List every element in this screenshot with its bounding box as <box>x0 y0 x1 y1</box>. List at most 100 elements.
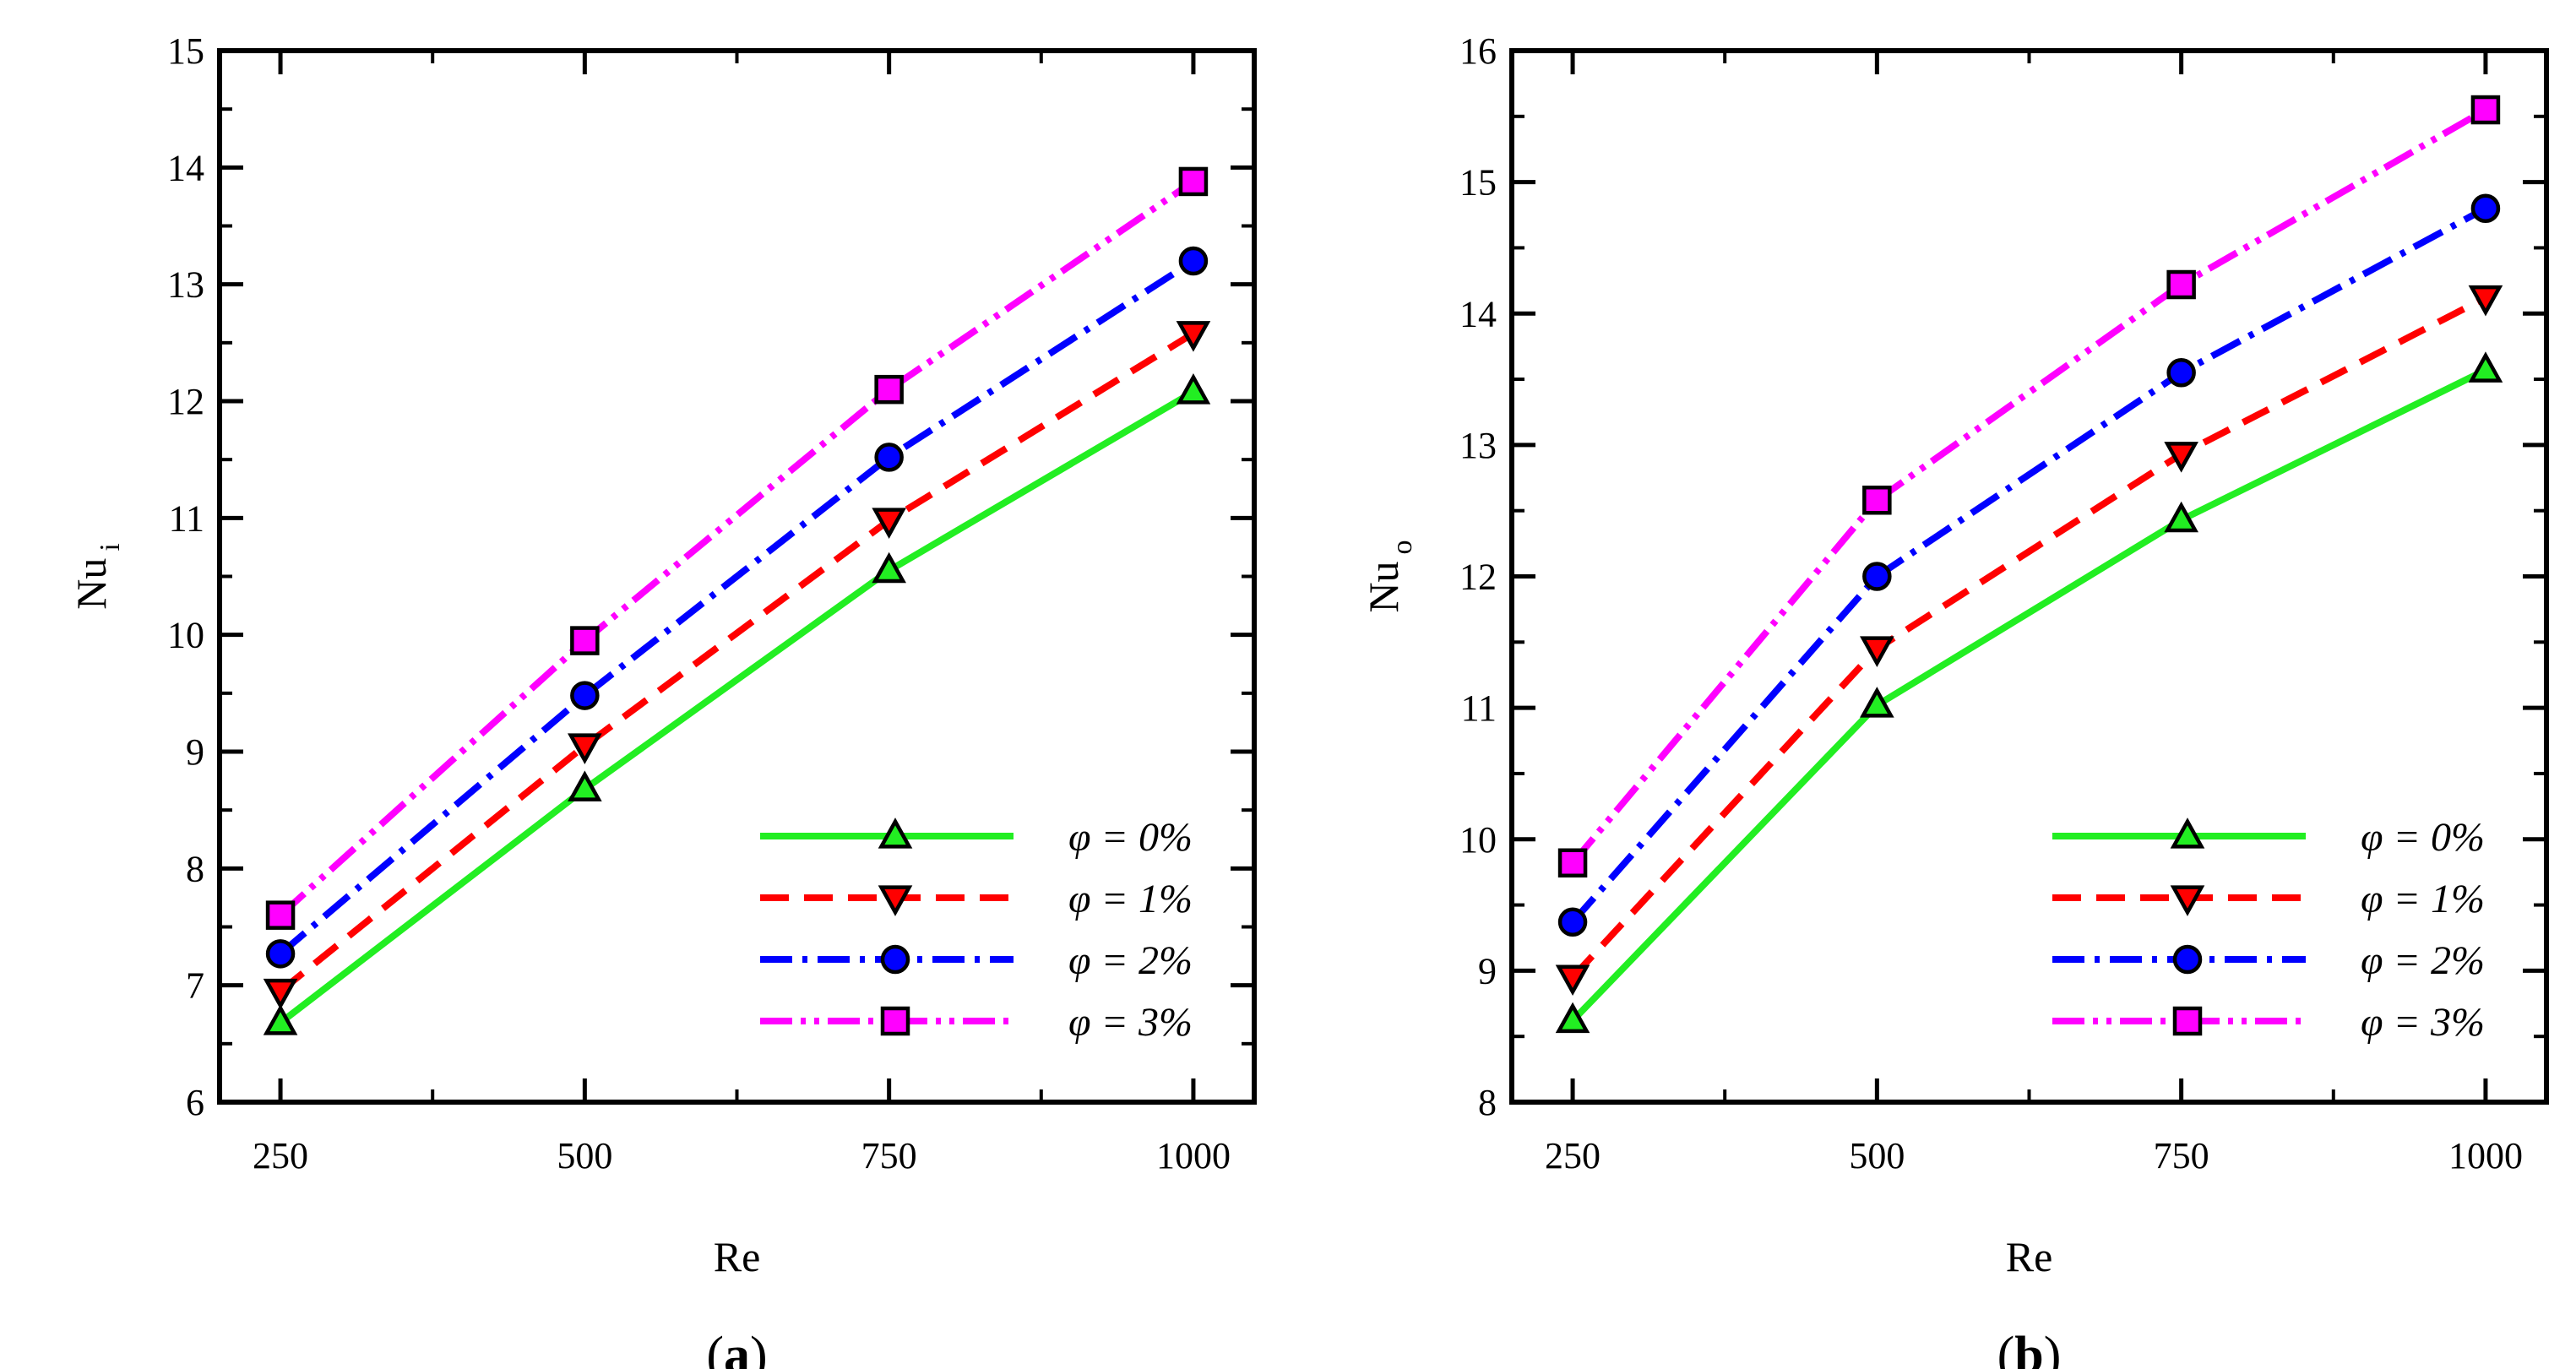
series-line <box>278 258 1196 957</box>
series-1 <box>1555 285 2503 997</box>
y-axis-label-subscript: o <box>1387 540 1418 554</box>
legend-label: φ = 2% <box>2361 938 2485 983</box>
data-point <box>1555 1002 1590 1034</box>
data-point <box>1176 373 1211 405</box>
y-tick-label: 15 <box>167 30 204 72</box>
y-tick-label: 15 <box>1459 162 1497 204</box>
data-point <box>1862 485 1892 515</box>
legend-marker <box>2170 818 2205 849</box>
y-tick-label: 9 <box>186 731 204 773</box>
y-tick-label: 8 <box>1478 1082 1497 1123</box>
data-point <box>1557 848 1588 878</box>
data-point <box>1176 321 1211 352</box>
panel-label-close: ) <box>2044 1327 2062 1369</box>
legend-label: φ = 0% <box>1068 815 1193 860</box>
y-tick-label: 7 <box>186 965 204 1007</box>
legend-marker <box>2172 944 2203 975</box>
legend-label: φ = 2% <box>1068 938 1193 983</box>
y-tick-label: 14 <box>1459 293 1497 334</box>
legend-marker <box>878 818 913 849</box>
panel-label-open: ( <box>706 1327 724 1369</box>
legend-label: φ = 3% <box>1068 1000 1193 1045</box>
y-tick-label: 12 <box>167 381 204 422</box>
y-tick-label: 10 <box>1459 819 1497 861</box>
x-tick-label: 750 <box>2154 1135 2209 1176</box>
legend-label: φ = 0% <box>2361 815 2485 860</box>
legend-marker <box>880 1006 910 1036</box>
y-tick-label: 12 <box>1459 557 1497 598</box>
panel-label-letter: b <box>2014 1327 2043 1369</box>
legend-label: φ = 1% <box>2361 877 2485 921</box>
data-point <box>2166 358 2196 388</box>
legend-marker <box>880 944 910 975</box>
x-axis-label: Re <box>714 1233 761 1280</box>
series-line <box>1570 367 2487 1024</box>
x-tick-label: 1000 <box>2448 1135 2523 1176</box>
data-point <box>2468 285 2503 317</box>
series-line <box>1569 106 2487 866</box>
y-tick-label: 6 <box>186 1082 204 1123</box>
y-axis-label-main: Nu <box>1360 561 1407 612</box>
legend-label: φ = 3% <box>2361 1000 2485 1045</box>
y-tick-label: 8 <box>186 848 204 889</box>
legend-marker <box>878 885 913 916</box>
series-0 <box>1555 351 2503 1034</box>
y-tick-label: 14 <box>167 147 204 188</box>
y-tick-label: 10 <box>167 615 204 656</box>
panel-label-close: ) <box>750 1327 768 1369</box>
x-tick-label: 1000 <box>1156 1135 1231 1176</box>
data-point <box>872 508 906 539</box>
data-point <box>2164 501 2198 533</box>
series-1 <box>263 321 1211 1010</box>
panel-label: (a) <box>706 1327 767 1369</box>
data-point <box>265 900 296 930</box>
x-axis-label: Re <box>2006 1233 2053 1280</box>
series-3 <box>265 166 1209 930</box>
data-point <box>874 374 904 405</box>
data-point <box>263 978 298 1010</box>
data-point <box>2470 95 2501 125</box>
data-point <box>1178 246 1209 276</box>
panel-label: (b) <box>1997 1327 2062 1369</box>
data-point <box>1555 964 1590 997</box>
y-axis-label-subscript: i <box>95 543 126 551</box>
data-point <box>2468 351 2503 383</box>
y-axis-label: Nu o <box>1360 540 1418 612</box>
data-point <box>265 939 296 969</box>
panel-label-open: ( <box>1997 1327 2015 1369</box>
legend: φ = 0% φ = 1% φ = 2% φ = 3% <box>2052 815 2485 1045</box>
y-tick-label: 11 <box>169 497 204 539</box>
series-line <box>278 330 1196 994</box>
y-tick-label: 16 <box>1459 30 1497 72</box>
x-tick-label: 500 <box>557 1135 612 1176</box>
series-line <box>1570 205 2487 925</box>
series-2 <box>265 246 1209 969</box>
y-tick-label: 9 <box>1478 950 1497 991</box>
data-point <box>2164 442 2198 473</box>
legend-marker <box>2170 885 2205 916</box>
y-tick-label: 13 <box>1459 425 1497 466</box>
data-point <box>872 551 906 584</box>
chart-panel-a: 6 7 8 9 10 11 12 13 14 15 250 500 750 1000 Re Nu i (a) φ =… <box>68 30 1257 1369</box>
y-axis-label: Nu i <box>68 543 126 610</box>
chart-panel-b: 8 9 10 11 12 13 14 15 16 250 500 750 1000 Re Nu o (b) φ =… <box>1360 30 2549 1369</box>
data-point <box>2470 193 2501 223</box>
series-3 <box>1557 95 2501 878</box>
x-tick-label: 500 <box>1849 1135 1905 1176</box>
data-point <box>874 443 904 472</box>
data-point <box>570 626 600 655</box>
data-point <box>263 1004 298 1035</box>
series-0 <box>263 373 1211 1035</box>
legend-label: φ = 1% <box>1068 877 1193 921</box>
panel-label-letter: a <box>724 1327 750 1369</box>
legend: φ = 0% φ = 1% φ = 2% φ = 3% <box>760 815 1193 1045</box>
y-axis-label-main: Nu <box>68 558 115 610</box>
legend-marker <box>2172 1006 2203 1036</box>
series-line <box>278 178 1196 918</box>
y-tick-label: 13 <box>167 264 204 306</box>
data-point <box>1860 687 1894 718</box>
data-point <box>1178 166 1209 197</box>
series-2 <box>1557 193 2501 937</box>
data-point <box>1862 562 1892 591</box>
